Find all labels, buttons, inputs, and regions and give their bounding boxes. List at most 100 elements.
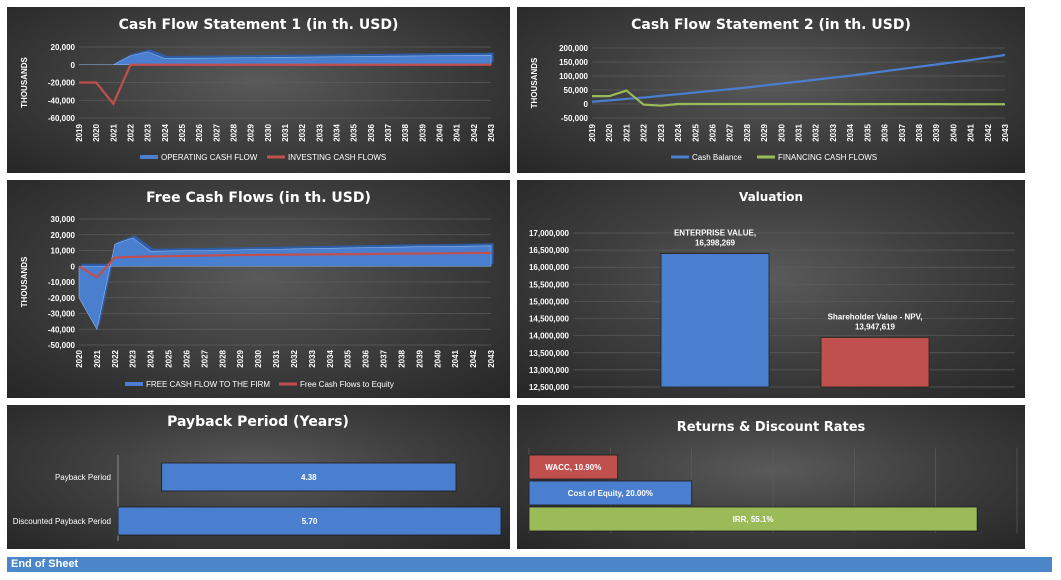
valuation-bar xyxy=(820,337,930,388)
x-tick-label: 2037 xyxy=(380,349,389,367)
cash-flow-statement-1-svg: Cash Flow Statement 1 (in th. USD) 20,000… xyxy=(20,17,496,162)
x-tick-label: 2027 xyxy=(212,123,221,141)
y-tick-label: 17,000,000 xyxy=(529,229,570,238)
y-tick-label: 13,500,000 xyxy=(529,349,570,358)
x-tick-label: 2032 xyxy=(812,123,821,141)
x-tick-label: 2026 xyxy=(708,123,717,141)
valuation-svg: Valuation 17,000,000 16,500,000 16,000,000 1… xyxy=(529,190,1015,392)
x-tick-label: 2035 xyxy=(350,123,359,141)
x-tick-label: 2022 xyxy=(127,123,136,141)
payback-bar xyxy=(161,462,457,492)
x-tick-label: 2034 xyxy=(846,123,855,141)
x-tick-label: 2021 xyxy=(109,123,118,141)
chart-title: Valuation xyxy=(739,190,803,204)
y-tick-label: -40,000 xyxy=(48,96,76,105)
bar-category-label: Payback Period xyxy=(55,473,111,482)
x-tick-label: 2040 xyxy=(436,123,445,141)
bar-value-label: 16,398,269 xyxy=(695,239,736,248)
x-tick-label: 2036 xyxy=(362,349,371,367)
series-area xyxy=(78,237,492,331)
y-tick-label: 20,000 xyxy=(51,231,76,240)
x-tick-label: 2030 xyxy=(254,349,263,367)
returns-discount-rates-chart: Returns & Discount Rates WACC, 10.90% Cost… xyxy=(517,405,1025,549)
x-tick-label: 2042 xyxy=(470,123,479,141)
x-tick-label: 2030 xyxy=(777,123,786,141)
x-tick-label: 2038 xyxy=(401,123,410,141)
y-tick-label: -60,000 xyxy=(48,114,76,123)
x-tick-label: 2040 xyxy=(949,123,958,141)
y-tick-label: 0 xyxy=(71,61,76,70)
y-tick-label: -20,000 xyxy=(48,79,76,88)
x-tick-label: 2021 xyxy=(622,123,631,141)
y-tick-label: 0 xyxy=(71,262,76,271)
x-tick-label: 2031 xyxy=(795,123,804,141)
y-tick-label: 100,000 xyxy=(559,72,588,81)
bar-category-label: ENTERPRISE VALUE, xyxy=(674,229,756,238)
x-tick-label: 2039 xyxy=(418,123,427,141)
returns-discount-rates-svg: Returns & Discount Rates WACC, 10.90% Cost… xyxy=(528,420,1018,533)
y-tick-label: 13,000,000 xyxy=(529,366,570,375)
y-tick-label: -10,000 xyxy=(48,278,76,287)
legend-label: INVESTING CASH FLOWS xyxy=(288,153,386,162)
x-tick-label: 2042 xyxy=(469,349,478,367)
x-tick-label: 2024 xyxy=(674,123,683,141)
x-tick-label: 2029 xyxy=(760,123,769,141)
x-tick-label: 2020 xyxy=(605,123,614,141)
x-tick-label: 2026 xyxy=(182,349,191,367)
bar-data-label: WACC, 10.90% xyxy=(545,463,601,472)
x-tick-label: 2039 xyxy=(415,349,424,367)
x-tick-label: 2025 xyxy=(165,349,174,367)
x-tick-label: 2028 xyxy=(743,123,752,141)
y-tick-label: 200,000 xyxy=(559,44,588,53)
y-tick-label: 14,500,000 xyxy=(529,315,570,324)
x-tick-label: 2028 xyxy=(230,123,239,141)
x-tick-label: 2031 xyxy=(281,123,290,141)
bar-value-label: 13,947,619 xyxy=(855,322,896,331)
payback-period-chart: Payback Period (Years) 4.38 Payback Period… xyxy=(7,405,510,549)
series-line xyxy=(591,53,1006,103)
cash-flow-statement-1-chart: Cash Flow Statement 1 (in th. USD) 20,000… xyxy=(7,7,510,173)
x-tick-label: 2032 xyxy=(290,349,299,367)
free-cash-flows-chart: Free Cash Flows (in th. USD) 30,000 20,000… xyxy=(7,180,510,398)
x-tick-label: 2040 xyxy=(433,349,442,367)
x-tick-label: 2041 xyxy=(967,123,976,141)
bar-value-label: 5.70 xyxy=(302,517,318,526)
bar-category-label: Discounted Payback Period xyxy=(13,517,111,526)
end-of-sheet-bar: End of Sheet xyxy=(7,557,1052,572)
chart-title: Cash Flow Statement 1 (in th. USD) xyxy=(119,17,399,33)
chart-title: Returns & Discount Rates xyxy=(677,420,866,435)
legend-label: FINANCING CASH FLOWS xyxy=(778,153,877,162)
series-line xyxy=(79,63,491,106)
y-tick-label: 15,000,000 xyxy=(529,297,570,306)
x-tick-label: 2019 xyxy=(588,123,597,141)
bar-value-label: 4.38 xyxy=(301,473,317,482)
x-tick-label: 2022 xyxy=(640,123,649,141)
x-tick-label: 2024 xyxy=(161,123,170,141)
x-tick-label: 2028 xyxy=(218,349,227,367)
x-tick-label: 2043 xyxy=(487,349,496,367)
x-tick-label: 2025 xyxy=(178,123,187,141)
chart-title: Cash Flow Statement 2 (in th. USD) xyxy=(631,17,911,33)
chart-title: Free Cash Flows (in th. USD) xyxy=(146,190,371,206)
x-tick-label: 2036 xyxy=(367,123,376,141)
x-tick-label: 2022 xyxy=(111,349,120,367)
x-tick-label: 2036 xyxy=(881,123,890,141)
y-tick-label: -50,000 xyxy=(561,114,589,123)
x-tick-label: 2038 xyxy=(397,349,406,367)
x-tick-label: 2021 xyxy=(93,349,102,367)
x-tick-label: 2031 xyxy=(272,349,281,367)
x-tick-label: 2034 xyxy=(326,349,335,367)
y-tick-label: 15,500,000 xyxy=(529,280,570,289)
y-tick-label: -50,000 xyxy=(48,341,76,350)
legend-label: Free Cash Flows to Equity xyxy=(300,380,394,389)
x-tick-label: 2041 xyxy=(451,349,460,367)
x-tick-label: 2041 xyxy=(453,123,462,141)
x-tick-label: 2027 xyxy=(200,349,209,367)
y-tick-label: 10,000 xyxy=(51,247,76,256)
rate-bar xyxy=(528,454,619,480)
x-tick-label: 2019 xyxy=(75,123,84,141)
x-tick-label: 2038 xyxy=(915,123,924,141)
y-tick-label: -40,000 xyxy=(48,325,76,334)
x-tick-label: 2043 xyxy=(1001,123,1010,141)
x-tick-label: 2033 xyxy=(315,123,324,141)
